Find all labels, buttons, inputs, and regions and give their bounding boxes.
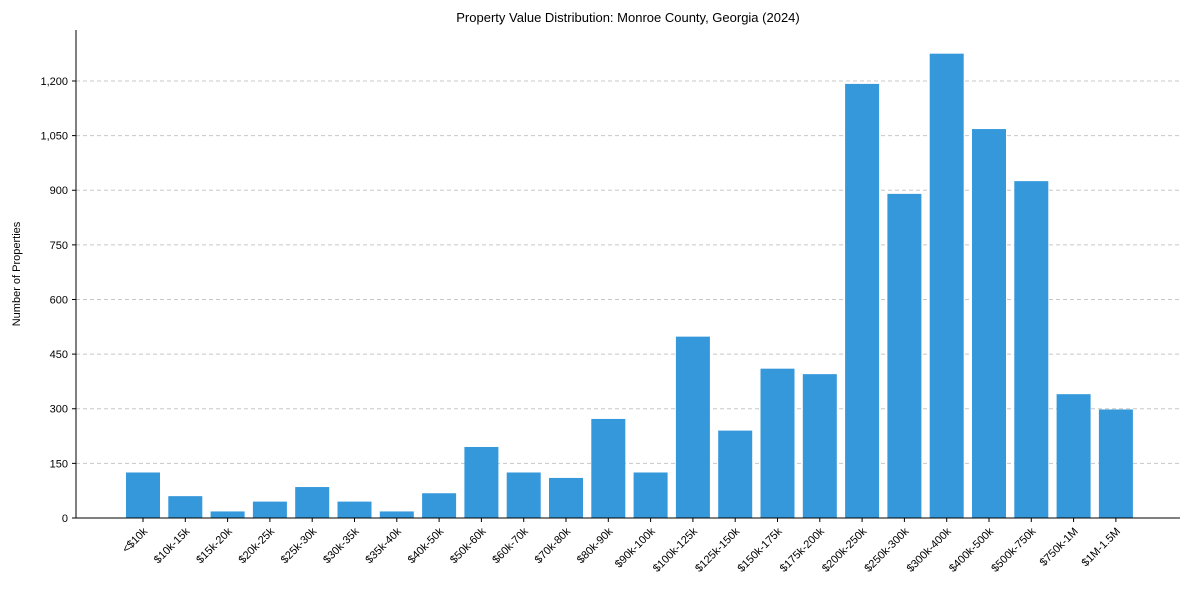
y-tick-label: 0 <box>62 513 68 525</box>
x-ticks: <$10k $10k-15k $15k-20k $20k-25k $25k-30k $30… <box>120 518 1123 575</box>
x-tick-label: $30k-35k <box>321 525 362 566</box>
y-tick-label: 450 <box>50 349 68 361</box>
bar <box>210 511 245 518</box>
bar <box>718 430 753 518</box>
y-axis-label: Number of Properties <box>11 221 23 326</box>
bar <box>591 418 626 518</box>
bar <box>549 477 583 518</box>
x-tick-label: $1M-1.5M <box>1080 526 1124 570</box>
x-tick-label: $35k-40k <box>363 525 404 566</box>
bar <box>422 493 457 518</box>
bar <box>126 472 160 518</box>
bar <box>506 472 541 518</box>
bar <box>633 472 668 518</box>
bar <box>1014 181 1049 518</box>
bar <box>929 53 964 519</box>
bar <box>845 83 880 519</box>
bar <box>168 496 203 518</box>
chart-title: Property Value Distribution: Monroe Coun… <box>456 10 799 25</box>
y-tick-label: 150 <box>50 458 68 470</box>
x-tick-label: $50k-60k <box>448 525 489 566</box>
y-tick-label: 300 <box>50 404 68 416</box>
x-tick-label: $500k-750k <box>989 525 1038 574</box>
x-tick-label: $90k-100k <box>613 525 658 570</box>
x-tick-label: $20k-25k <box>237 525 278 566</box>
bar <box>1056 394 1091 518</box>
x-tick-label: $25k-30k <box>279 525 320 566</box>
y-tick-label: 1,200 <box>40 76 68 88</box>
y-tick-label: 900 <box>50 185 68 197</box>
y-tick-label: 1,050 <box>40 131 68 143</box>
y-tick-label: 600 <box>50 294 68 306</box>
bar <box>887 193 922 518</box>
y-ticks: 0 150 300 450 600 750 900 1,050 1,200 <box>40 76 76 525</box>
x-tick-label: $80k-90k <box>575 525 616 566</box>
bar <box>337 501 372 518</box>
axes <box>75 30 1180 519</box>
x-tick-label: $40k-50k <box>406 525 447 566</box>
x-tick-label: $750k-1M <box>1038 526 1081 569</box>
bar <box>675 336 710 518</box>
bar <box>464 446 499 518</box>
bar <box>760 368 795 518</box>
bar <box>802 374 837 518</box>
bar <box>972 129 1006 519</box>
x-tick-label: $60k-70k <box>490 525 531 566</box>
bar <box>252 501 287 518</box>
y-tick-label: 750 <box>50 240 68 252</box>
x-tick-label: $15k-20k <box>194 525 235 566</box>
x-tick-label: <$10k <box>120 525 150 555</box>
bar <box>1098 409 1133 518</box>
bar <box>295 487 330 518</box>
x-tick-label: $70k-80k <box>533 525 574 566</box>
bar <box>379 511 414 518</box>
x-tick-label: $10k-15k <box>152 525 193 566</box>
bars <box>126 53 1133 519</box>
